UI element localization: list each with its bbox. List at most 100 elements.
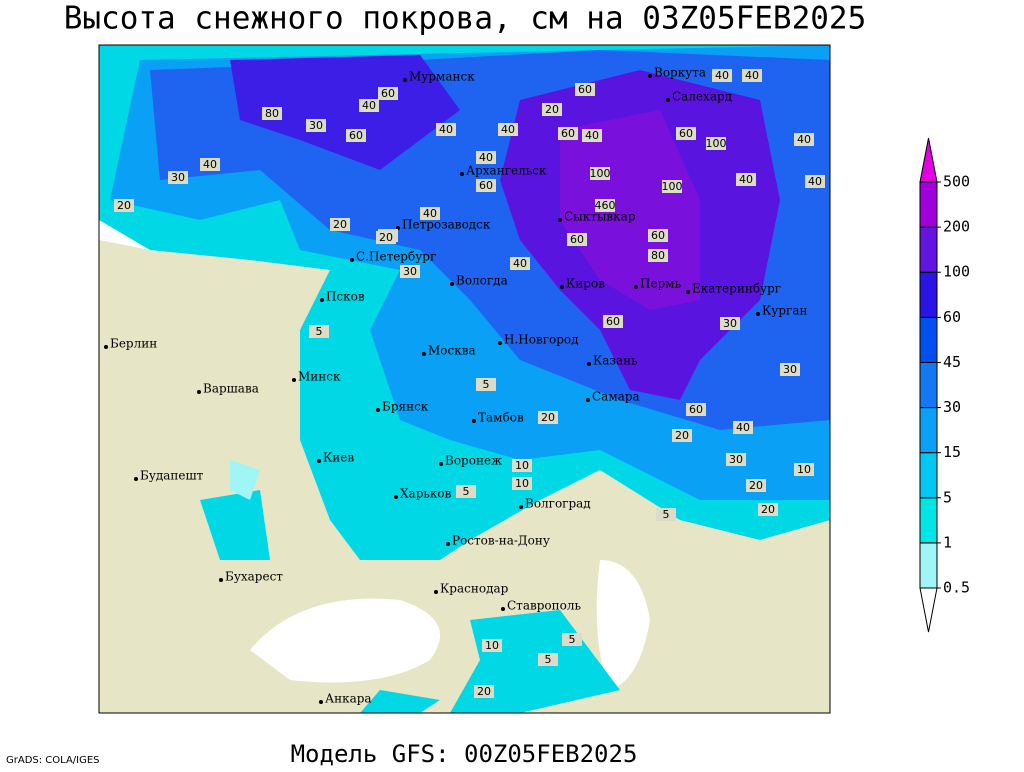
contour-label-bg (512, 459, 532, 472)
city-label: Курган (762, 304, 807, 318)
contour-label-bg (436, 123, 456, 136)
contour-label: 20 (117, 199, 131, 212)
colorbar-label: 500 (943, 173, 970, 191)
contour-label: 40 (439, 123, 453, 136)
contour-label: 30 (309, 119, 323, 132)
colorbar-label: 100 (943, 263, 970, 281)
colorbar-segment (919, 181, 938, 228)
city-dot (350, 258, 354, 262)
city-dot (292, 378, 296, 382)
contour-label-bg (590, 167, 610, 180)
city-label: Салехард (672, 90, 732, 104)
city-label: Псков (326, 290, 365, 304)
contour-label: 60 (651, 229, 665, 242)
contour-label: 20 (379, 231, 393, 244)
city-label: Тамбов (478, 411, 524, 425)
city-label: Харьков (400, 487, 452, 501)
city-dot (686, 290, 690, 294)
city-dot (422, 352, 426, 356)
city-dot (446, 542, 450, 546)
colorbar-segment (919, 407, 938, 454)
contour-label-bg (512, 477, 532, 490)
city-dot (376, 408, 380, 412)
contour-label-bg (720, 317, 740, 330)
contour-label: 40 (362, 99, 376, 112)
contour-label-bg (758, 503, 778, 516)
contour-label: 40 (585, 129, 599, 142)
contour-label: 80 (265, 107, 279, 120)
city-label: Сыктывкар (564, 210, 636, 224)
contour-label-bg (794, 133, 814, 146)
contour-label: 5 (483, 378, 490, 391)
contour-label-bg (476, 378, 496, 391)
city-dot (472, 419, 476, 423)
contour-label-bg (712, 69, 732, 82)
contour-label: 40 (479, 151, 493, 164)
contour-label-bg (376, 231, 396, 244)
contour-label: 10 (515, 477, 529, 490)
contour-label-bg (595, 199, 615, 212)
city-dot (104, 345, 108, 349)
contour-label-bg (378, 87, 398, 100)
contour-label-bg (733, 421, 753, 434)
contour-label-bg (736, 173, 756, 186)
city-label: Архангельск (466, 164, 547, 178)
map-frame (98, 44, 831, 714)
city-label: Анкара (325, 692, 372, 706)
city-label: Воронеж (445, 454, 502, 468)
contour-label: 30 (723, 317, 737, 330)
contour-label-bg (562, 633, 582, 646)
city-label: Краснодар (440, 582, 509, 596)
city-label: Ставрополь (507, 599, 581, 613)
contour-label-bg (656, 508, 676, 521)
contour-label: 30 (783, 363, 797, 376)
contour-label: 40 (808, 175, 822, 188)
contour-label-bg (780, 363, 800, 376)
colorbar-label: 60 (943, 308, 961, 326)
city-dot (666, 98, 670, 102)
city-dot (319, 700, 323, 704)
contour-label: 60 (689, 403, 703, 416)
contour-label: 60 (479, 179, 493, 192)
colorbar-label: 0.5 (943, 579, 970, 597)
contour-label: 10 (515, 459, 529, 472)
city-dot (560, 285, 564, 289)
contour-label-bg (794, 463, 814, 476)
colorbar-label: 1 (943, 533, 952, 551)
city-dot (403, 78, 407, 82)
map (99, 45, 830, 713)
city-label: Берлин (110, 337, 157, 351)
contour-label: 100 (590, 167, 611, 180)
contour-label-bg (538, 411, 558, 424)
contour-label-bg (168, 171, 188, 184)
contour-label: 60 (578, 83, 592, 96)
contour-label-bg (200, 158, 220, 171)
colorbar-segment (919, 452, 938, 499)
city-dot (648, 74, 652, 78)
city-label: Варшава (203, 382, 259, 396)
contour-label: 40 (423, 207, 437, 220)
contour-label-bg (676, 127, 696, 140)
contour-label: 20 (541, 411, 555, 424)
city-dot (587, 362, 591, 366)
city-label: Казань (593, 354, 638, 368)
city-label: Мурманск (409, 70, 475, 84)
colorbar-segment (919, 226, 938, 273)
city-label: Волгоград (525, 497, 591, 511)
city-dot (134, 477, 138, 481)
contour-label: 60 (349, 129, 363, 142)
city-dot (586, 398, 590, 402)
contour-label-bg (746, 479, 766, 492)
contour-label-bg (420, 207, 440, 220)
city-label: Будапешт (140, 469, 204, 483)
contour-label: 20 (761, 503, 775, 516)
contour-label-bg (648, 229, 668, 242)
contour-label-bg (306, 119, 326, 132)
city-dot (498, 341, 502, 345)
contour-label: 20 (477, 685, 491, 698)
contour-label: 60 (570, 233, 584, 246)
contour-label-bg (330, 218, 350, 231)
contour-label-bg (575, 83, 595, 96)
